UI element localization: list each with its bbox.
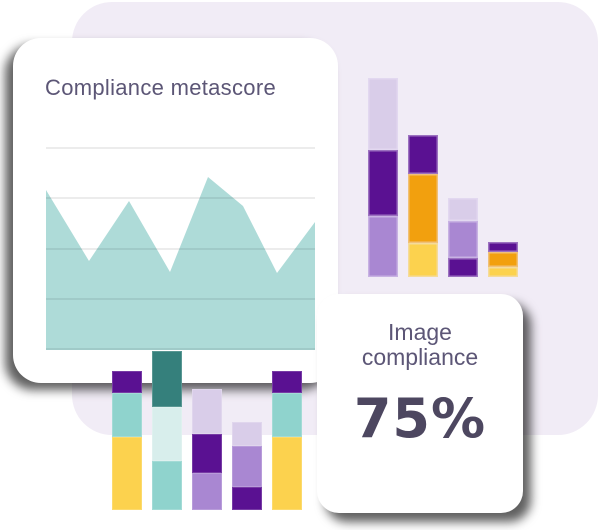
bar-segment-purple_dark [232, 487, 262, 510]
stacked-bar [232, 422, 262, 510]
right-stacked-bar-chart [368, 78, 518, 277]
bar-segment-orange [408, 174, 438, 243]
bar-segment-purple_dark [272, 371, 302, 393]
stacked-bar [112, 371, 142, 510]
bar-segment-yellow [112, 437, 142, 510]
bar-segment-yellow [272, 437, 302, 510]
bar-segment-teal_med [112, 393, 142, 437]
bar-segment-lilac_light [232, 422, 262, 446]
bar-segment-purple_dark [488, 242, 518, 252]
image-compliance-label: Image compliance [361, 319, 479, 370]
stacked-bar [408, 135, 438, 277]
bar-segment-teal_med [152, 461, 182, 510]
stacked-bar [368, 78, 398, 277]
bottom-stacked-bar-chart [112, 351, 302, 510]
compliance-metascore-card: Compliance metascore [13, 38, 338, 383]
metascore-card-title: Compliance metascore [45, 75, 276, 100]
stacked-bar [192, 389, 222, 510]
metascore-area-chart [46, 147, 315, 350]
bar-segment-purple_med [368, 216, 398, 277]
gridlines [46, 147, 315, 350]
bar-segment-purple_dark [112, 371, 142, 393]
bar-segment-purple_med [448, 221, 478, 258]
bar-segment-purple_med [192, 473, 222, 510]
bar-segment-mint_pale [152, 407, 182, 461]
stacked-bar [448, 198, 478, 277]
bar-segment-purple_dark [448, 258, 478, 277]
bar-segment-yellow [488, 267, 518, 277]
stacked-bar [272, 371, 302, 510]
bar-segment-teal_dark [152, 351, 182, 407]
stacked-bar [152, 351, 182, 510]
bar-segment-purple_med [232, 446, 262, 487]
stacked-bar [488, 242, 518, 277]
bar-segment-lilac_light [448, 198, 478, 221]
bar-segment-orange [488, 252, 518, 267]
bar-segment-purple_dark [192, 434, 222, 473]
image-compliance-value: 75% [353, 387, 487, 450]
bar-segment-lilac_light [192, 389, 222, 434]
bar-segment-purple_dark [368, 150, 398, 216]
bar-segment-purple_dark [408, 135, 438, 174]
image-compliance-card: Image compliance 75% [317, 294, 523, 513]
bar-segment-lilac_light [368, 78, 398, 150]
bar-segment-teal_med [272, 393, 302, 437]
bar-segment-yellow [408, 243, 438, 277]
area-chart-fill [46, 177, 315, 350]
